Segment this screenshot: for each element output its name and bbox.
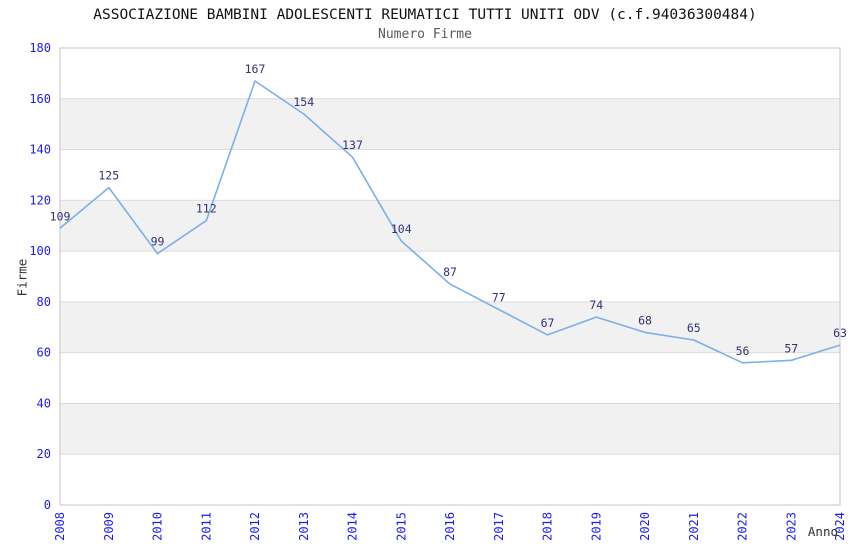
y-tick-label: 100 — [29, 244, 51, 258]
value-label: 56 — [736, 344, 750, 358]
value-label: 67 — [541, 316, 555, 330]
x-tick-label: 2023 — [784, 512, 798, 541]
y-tick-label: 80 — [37, 295, 51, 309]
x-tick-label: 2013 — [297, 512, 311, 541]
x-tick-label: 2015 — [394, 512, 408, 541]
x-tick-label: 2021 — [687, 512, 701, 541]
x-tick-label: 2019 — [589, 512, 603, 541]
value-label: 65 — [687, 321, 701, 335]
x-tick-label: 2022 — [736, 512, 750, 541]
value-label: 167 — [245, 62, 266, 76]
series-line — [59, 80, 841, 364]
value-label: 104 — [391, 222, 412, 236]
grid-band — [60, 403, 840, 455]
value-label: 109 — [50, 209, 71, 223]
chart-subtitle: Numero Firme — [378, 27, 472, 42]
y-tick-label: 160 — [29, 92, 51, 106]
grid-band — [60, 301, 840, 353]
x-tick-label: 2016 — [443, 512, 457, 541]
y-tick-label: 20 — [37, 447, 51, 461]
x-tick-label: 2012 — [248, 512, 262, 541]
y-tick-label: 140 — [29, 143, 51, 157]
y-tick-label: 60 — [37, 346, 51, 360]
x-tick-label: 2020 — [638, 512, 652, 541]
plot-border — [59, 47, 841, 506]
x-tick-label: 2011 — [199, 512, 213, 541]
x-axis-label: Anno — [807, 524, 838, 539]
y-tick-label: 120 — [29, 193, 51, 207]
x-tick-label: 2010 — [151, 512, 165, 541]
x-tick-label: 2009 — [102, 512, 116, 541]
x-tick-label: 2017 — [492, 512, 506, 541]
x-tick-label: 2008 — [53, 512, 67, 541]
chart-title: ASSOCIAZIONE BAMBINI ADOLESCENTI REUMATI… — [93, 7, 757, 23]
value-label: 112 — [196, 202, 217, 216]
value-label: 99 — [151, 235, 165, 249]
y-tick-label: 0 — [44, 498, 51, 512]
y-tick-label: 180 — [29, 41, 51, 55]
value-label: 125 — [98, 169, 119, 183]
value-label: 77 — [492, 291, 506, 305]
x-tick-label: 2014 — [346, 512, 360, 541]
value-label: 87 — [443, 265, 457, 279]
grid-band — [60, 200, 840, 252]
x-tick-label: 2024 — [833, 512, 847, 541]
x-tick-label: 2018 — [541, 512, 555, 541]
grid-band — [60, 98, 840, 150]
value-label: 57 — [784, 341, 798, 355]
value-label: 68 — [638, 313, 652, 327]
value-label: 74 — [589, 298, 603, 312]
y-axis-label: Firme — [14, 258, 30, 297]
value-label: 154 — [293, 95, 314, 109]
value-label: 63 — [833, 326, 847, 340]
value-label: 137 — [342, 138, 363, 152]
y-tick-label: 40 — [37, 396, 51, 410]
